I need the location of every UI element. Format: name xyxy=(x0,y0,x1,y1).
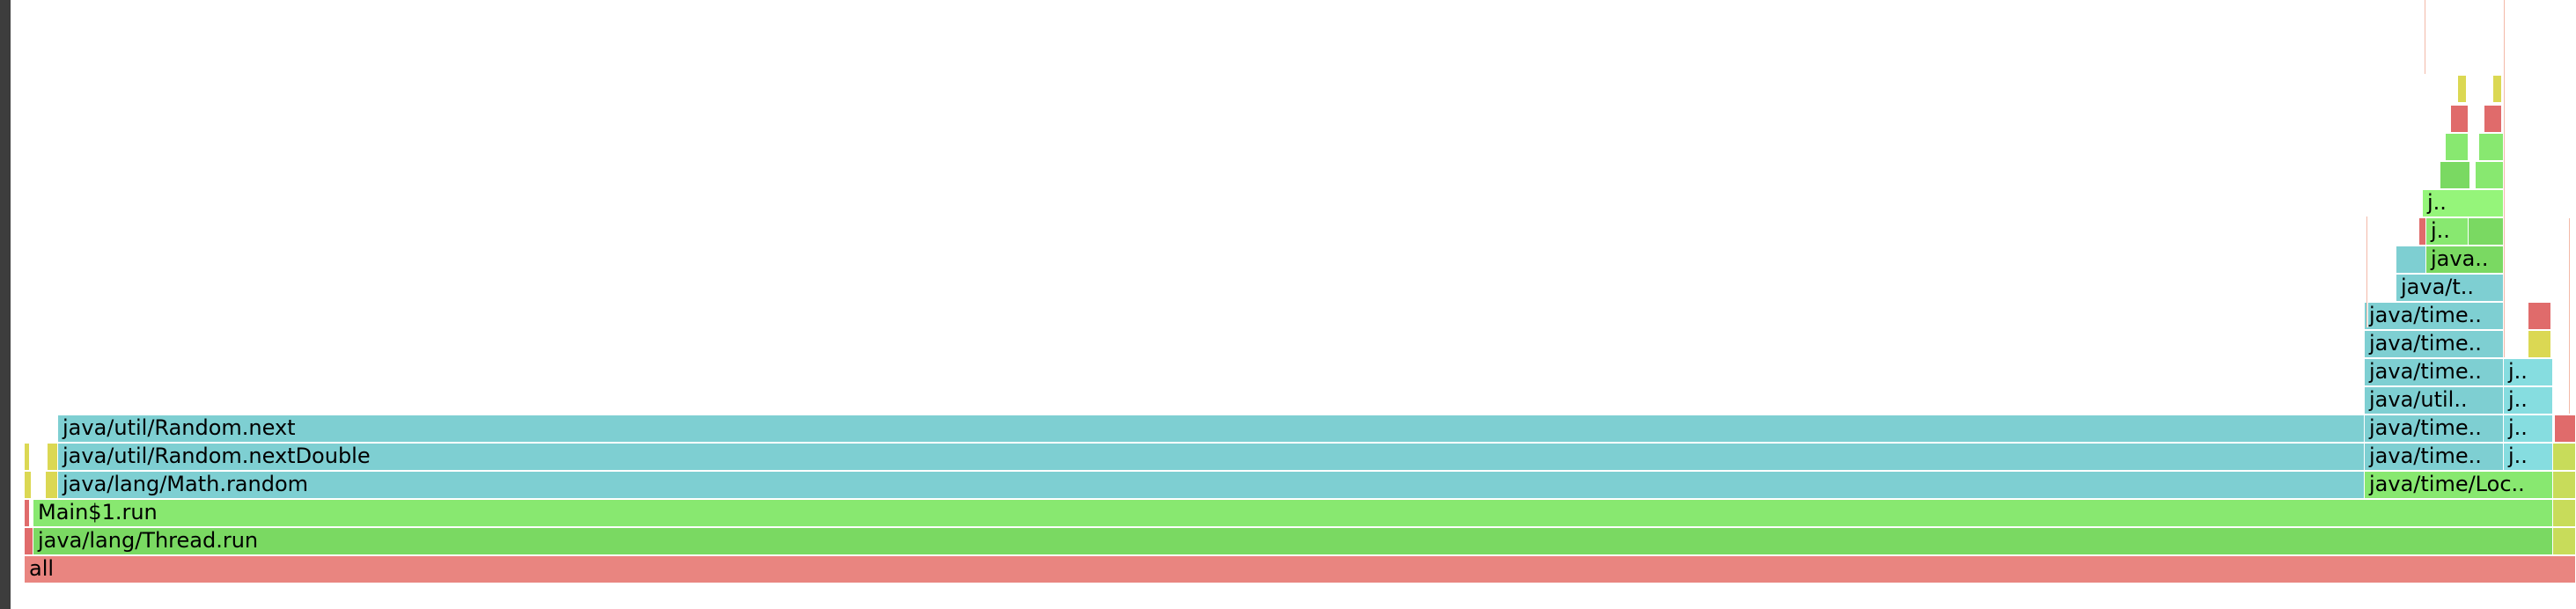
frame-side-j-3[interactable]: j.. xyxy=(2504,387,2553,414)
frame-time-e[interactable]: java/time.. xyxy=(2365,303,2504,329)
frame-cyan-small[interactable] xyxy=(2396,246,2426,273)
frame-small-yellow-3[interactable] xyxy=(25,444,30,470)
frame-side-j-2[interactable]: j.. xyxy=(2504,415,2553,442)
frame-time-d[interactable]: java/time.. xyxy=(2365,331,2504,357)
frame-math-random[interactable]: java/lang/Math.random xyxy=(58,472,2365,498)
frame-random-next-double[interactable]: java/util/Random.nextDouble xyxy=(58,444,2365,470)
frame-right-yellow-3[interactable] xyxy=(2553,472,2576,498)
frame-j-b[interactable]: j.. xyxy=(2426,218,2469,245)
frame-red-tiny[interactable] xyxy=(2419,218,2426,245)
frame-side-j-1[interactable]: j.. xyxy=(2504,444,2553,470)
frame-thin-2[interactable] xyxy=(2504,0,2506,357)
frame-thread-edge[interactable] xyxy=(25,528,33,554)
left-edge-bar xyxy=(0,0,11,609)
frame-small-yellow-2[interactable] xyxy=(46,472,58,498)
frame-thin-1[interactable] xyxy=(2425,0,2426,74)
frame-all[interactable]: all xyxy=(25,556,2576,583)
frame-right-red-1[interactable] xyxy=(2555,415,2576,442)
frame-red-left-8[interactable] xyxy=(2451,106,2469,132)
frame-green-left-6[interactable] xyxy=(2440,162,2470,188)
frame-small-yellow-1[interactable] xyxy=(25,472,32,498)
frame-yellow-left-9[interactable] xyxy=(2458,76,2467,102)
frame-util[interactable]: java/util.. xyxy=(2365,387,2504,414)
frame-right-red-2[interactable] xyxy=(2528,303,2551,329)
frame-j-a[interactable]: j.. xyxy=(2423,190,2504,216)
frame-right-yellow-2[interactable] xyxy=(2553,500,2576,526)
frame-small-yellow-4[interactable] xyxy=(48,444,58,470)
frame-right-yellow-1[interactable] xyxy=(2553,528,2576,554)
frame-main-edge[interactable] xyxy=(25,500,30,526)
frame-thin-3[interactable] xyxy=(2366,216,2368,327)
frame-java-dots[interactable]: java.. xyxy=(2426,246,2504,273)
frame-thread-run[interactable]: java/lang/Thread.run xyxy=(33,528,2553,554)
frame-time-a[interactable]: java/time.. xyxy=(2365,444,2504,470)
frame-time-c[interactable]: java/time.. xyxy=(2365,359,2504,385)
frame-right-yellow-4[interactable] xyxy=(2553,444,2576,470)
frame-red-right-8[interactable] xyxy=(2484,106,2502,132)
frame-green-left-7[interactable] xyxy=(2446,134,2469,160)
frame-time-loc[interactable]: java/time/Loc.. xyxy=(2365,472,2553,498)
frame-yellow-right-9[interactable] xyxy=(2493,76,2502,102)
frame-side-j-4[interactable]: j.. xyxy=(2504,359,2553,385)
frame-time-b[interactable]: java/time.. xyxy=(2365,415,2504,442)
frame-green-j-b-right[interactable] xyxy=(2469,218,2504,245)
frame-main-run[interactable]: Main$1.run xyxy=(33,500,2553,526)
frame-green-right-6[interactable] xyxy=(2476,162,2504,188)
frame-right-yellow-5[interactable] xyxy=(2528,331,2551,357)
frame-thin-4[interactable] xyxy=(2569,218,2571,414)
frame-random-next[interactable]: java/util/Random.next xyxy=(58,415,2365,442)
frame-green-right-7[interactable] xyxy=(2479,134,2504,160)
frame-java-t[interactable]: java/t.. xyxy=(2396,275,2504,301)
